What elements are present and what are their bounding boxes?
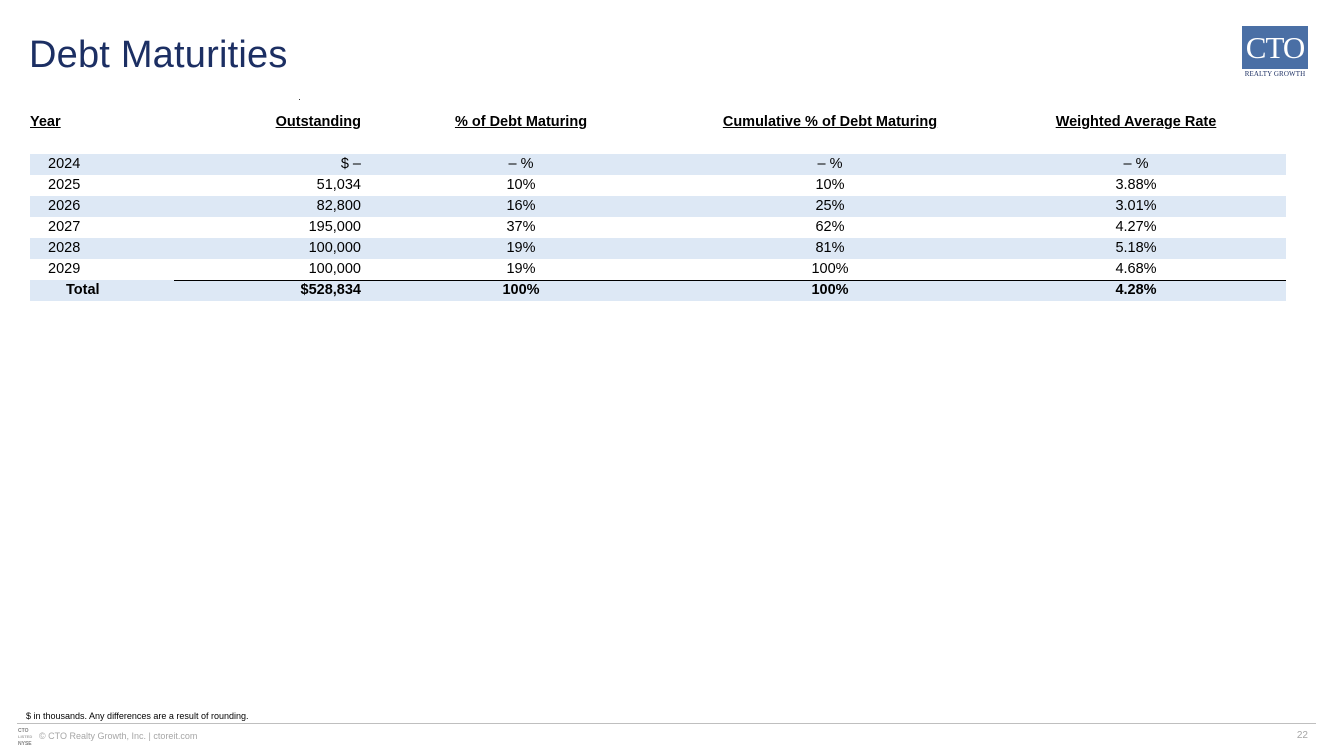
footnote: $ in thousands. Any differences are a re… xyxy=(26,711,249,721)
pct-maturing-cell: 19% xyxy=(506,240,536,256)
stray-dot xyxy=(299,99,300,100)
nyse-badge-icon: CTO LISTED NYSE xyxy=(18,728,32,747)
year-cell: 2029 xyxy=(48,261,81,277)
header-war: Weighted Average Rate xyxy=(1055,114,1217,130)
year-cell: 2025 xyxy=(48,177,81,193)
pct-maturing-cell: 100% xyxy=(502,282,540,298)
header-pct: % of Debt Maturing xyxy=(454,114,588,130)
table-row: 2028 100,000 19% 81% 5.18% xyxy=(30,238,1286,259)
copyright: © CTO Realty Growth, Inc. | ctoreit.com xyxy=(39,731,198,741)
svg-text:NYSE: NYSE xyxy=(18,741,32,746)
logo-mark: CTO xyxy=(1242,26,1308,69)
pct-maturing-cell: 16% xyxy=(506,198,536,214)
table-body: 2024 $ – – % – % – % 2025 51,034 10% 10% 3.88% 202… xyxy=(30,154,1286,301)
weighted-rate-cell: 3.88% xyxy=(1115,177,1157,193)
outstanding-cell: 100,000 xyxy=(308,240,361,256)
outstanding-cell: 82,800 xyxy=(316,198,361,214)
year-cell: 2024 xyxy=(48,156,81,172)
pct-maturing-cell: 10% xyxy=(506,177,536,193)
cumulative-pct-cell: 100% xyxy=(811,261,849,277)
header-war-wrapper: Weighted Average Rate xyxy=(1056,114,1297,130)
cumulative-pct-cell: 100% xyxy=(811,282,849,298)
table-header-row: Year Outstanding % of Debt Maturing Cumu… xyxy=(30,112,1286,138)
table-row: 2024 $ – – % – % – % xyxy=(30,154,1286,175)
year-cell: 2026 xyxy=(48,198,81,214)
total-row: Total $528,834 100% 100% 4.28% xyxy=(30,280,1286,301)
outstanding-cell: $528,834 xyxy=(300,282,361,298)
page-number: 22 xyxy=(1296,730,1308,741)
weighted-rate-cell: – % xyxy=(1123,156,1149,172)
debt-maturities-table: Year Outstanding % of Debt Maturing Cumu… xyxy=(30,112,1286,301)
logo-subtitle: REALTY GROWTH xyxy=(1244,70,1306,78)
table-row: 2027 195,000 37% 62% 4.27% xyxy=(30,217,1286,238)
pct-maturing-cell: – % xyxy=(508,156,534,172)
cumulative-pct-cell: 10% xyxy=(815,177,845,193)
header-outstanding: Outstanding xyxy=(275,114,361,130)
year-cell: 2028 xyxy=(48,240,81,256)
header-cum: Cumulative % of Debt Maturing xyxy=(722,114,938,130)
outstanding-cell: 51,034 xyxy=(316,177,361,193)
company-logo: CTO REALTY GROWTH xyxy=(1241,25,1309,78)
table-row: 2025 51,034 10% 10% 3.88% xyxy=(30,175,1286,196)
year-cell: Total xyxy=(66,282,100,298)
weighted-rate-cell: 4.27% xyxy=(1115,219,1157,235)
svg-text:LISTED: LISTED xyxy=(18,734,32,739)
year-cell: 2027 xyxy=(48,219,81,235)
footer-divider xyxy=(17,723,1316,724)
cumulative-pct-cell: – % xyxy=(817,156,843,172)
total-rule-top xyxy=(174,280,1286,281)
table-row: 2026 82,800 16% 25% 3.01% xyxy=(30,196,1286,217)
cumulative-pct-cell: 25% xyxy=(815,198,845,214)
svg-text:CTO: CTO xyxy=(18,728,29,734)
outstanding-cell: $ – xyxy=(340,156,361,172)
table-row: 2029 100,000 19% 100% 4.68% xyxy=(30,259,1286,280)
page-title: Debt Maturities xyxy=(29,34,288,76)
outstanding-cell: 195,000 xyxy=(308,219,361,235)
pct-maturing-cell: 37% xyxy=(506,219,536,235)
cumulative-pct-cell: 62% xyxy=(815,219,845,235)
cumulative-pct-cell: 81% xyxy=(815,240,845,256)
weighted-rate-cell: 4.68% xyxy=(1115,261,1157,277)
pct-maturing-cell: 19% xyxy=(506,261,536,277)
nyse-badge: CTO LISTED NYSE xyxy=(18,726,34,747)
header-pct-wrapper: % of Debt Maturing xyxy=(455,114,653,130)
weighted-rate-cell: 4.28% xyxy=(1115,282,1157,298)
weighted-rate-cell: 3.01% xyxy=(1115,198,1157,214)
outstanding-cell: 100,000 xyxy=(308,261,361,277)
header-year: Year xyxy=(30,114,61,130)
weighted-rate-cell: 5.18% xyxy=(1115,240,1157,256)
header-cum-wrapper: Cumulative % of Debt Maturing xyxy=(723,114,1044,130)
